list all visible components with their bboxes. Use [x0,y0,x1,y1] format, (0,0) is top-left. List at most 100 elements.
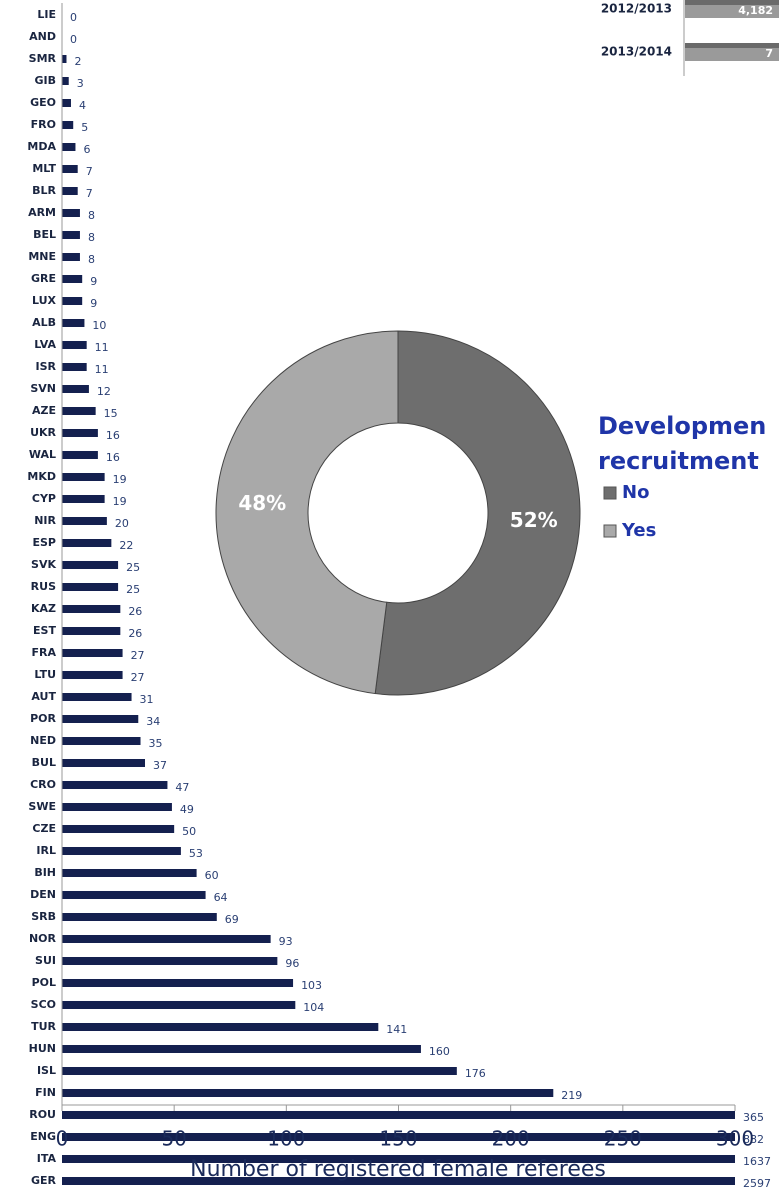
y-tick-label: KAZ [31,602,56,615]
y-tick-label: ISL [37,1064,56,1077]
bar [62,935,271,943]
y-tick-label: NOR [29,932,57,945]
bar [62,781,168,789]
value-label: 25 [126,561,140,574]
value-label: 27 [131,649,145,662]
value-label: 1637 [743,1155,771,1168]
bar [62,671,123,679]
y-tick-label: FIN [35,1086,56,1099]
y-tick-label: GIB [34,74,56,87]
value-label: 176 [465,1067,486,1080]
bar [62,209,80,217]
value-label: 96 [285,957,299,970]
slice-label: 52% [510,508,558,532]
y-tick-label: TUR [31,1020,56,1033]
value-label: 26 [128,605,142,618]
bar [62,561,119,569]
x-tick-label: 50 [161,1127,186,1151]
value-label: 22 [119,539,133,552]
bar [62,891,206,899]
bar [62,1133,735,1141]
bar [62,583,119,591]
bar [62,1089,554,1097]
value-label: 6 [83,143,90,156]
bar-shade [685,0,779,5]
bar [62,1045,421,1053]
bar [62,407,96,415]
bar [62,495,105,503]
bar [62,1067,457,1075]
bars [62,55,735,1185]
bar [62,649,123,657]
y-tick-label: NIR [34,514,56,527]
x-tick-label: 100 [267,1127,305,1151]
value-label: 219 [561,1089,582,1102]
y-tick-label: CRO [30,778,56,791]
value-label: 34 [146,715,160,728]
y-tick-label: HUN [29,1042,56,1055]
bar [62,319,85,327]
bar [62,143,76,151]
y-tick-label: SMR [29,52,57,65]
bar [62,737,141,745]
y-tick-label: 2013/2014 [601,45,672,59]
value-label: 10 [92,319,106,332]
legend-label: Yes [621,520,656,541]
value-label: 20 [115,517,129,530]
bar [62,913,217,921]
bar [62,759,146,767]
value-label: 27 [131,671,145,684]
bar [62,1001,296,1009]
bar [62,187,78,195]
y-tick-label: EST [33,624,56,637]
bar [62,847,181,855]
value-label: 53 [189,847,203,860]
value-label: 69 [225,913,239,926]
y-tick-label: IRL [36,844,56,857]
value-label: 882 [743,1133,764,1146]
y-tick-label: SUI [35,954,56,967]
bar [62,473,105,481]
bar [62,869,197,877]
y-tick-label: BUL [32,756,56,769]
value-label: 64 [214,891,228,904]
y-tick-label: GER [31,1174,57,1187]
legend-title: Developmen [598,412,766,440]
value-label: 60 [205,869,219,882]
bar [62,363,87,371]
y-tick-label: NED [30,734,56,747]
value-label: 47 [175,781,189,794]
y-tick-label: ARM [28,206,56,219]
bar [62,451,98,459]
y-tick-label: 2012/2013 [601,2,672,16]
donut-slice [215,330,399,695]
value-label: 8 [88,209,95,222]
y-tick-label: LVA [34,338,56,351]
value-label: 11 [95,341,109,354]
y-tick-label: LUX [32,294,57,307]
bar [62,275,83,283]
y-tick-label: WAL [29,448,56,461]
bar-shade [685,43,779,48]
x-tick-label: 300 [716,1127,754,1151]
y-tick-label: BEL [33,228,56,241]
y-tick-label: RUS [31,580,56,593]
value-label: 7 [765,47,773,60]
value-label: 4,182 [738,4,773,17]
value-label: 9 [90,275,97,288]
bar [62,1023,379,1031]
value-label: 365 [743,1111,764,1124]
donut-slice [374,330,581,696]
bar [62,165,78,173]
value-label: 3 [77,77,84,90]
bar [62,429,98,437]
y-tick-label: CYP [32,492,56,505]
value-label: 49 [180,803,194,816]
x-tick-label: 0 [56,1127,69,1151]
value-label: 141 [386,1023,407,1036]
bar [62,803,172,811]
value-label: 2 [74,55,81,68]
y-tick-label: FRO [31,118,56,131]
y-tick-label: ENG [30,1130,56,1143]
bar [62,99,71,107]
